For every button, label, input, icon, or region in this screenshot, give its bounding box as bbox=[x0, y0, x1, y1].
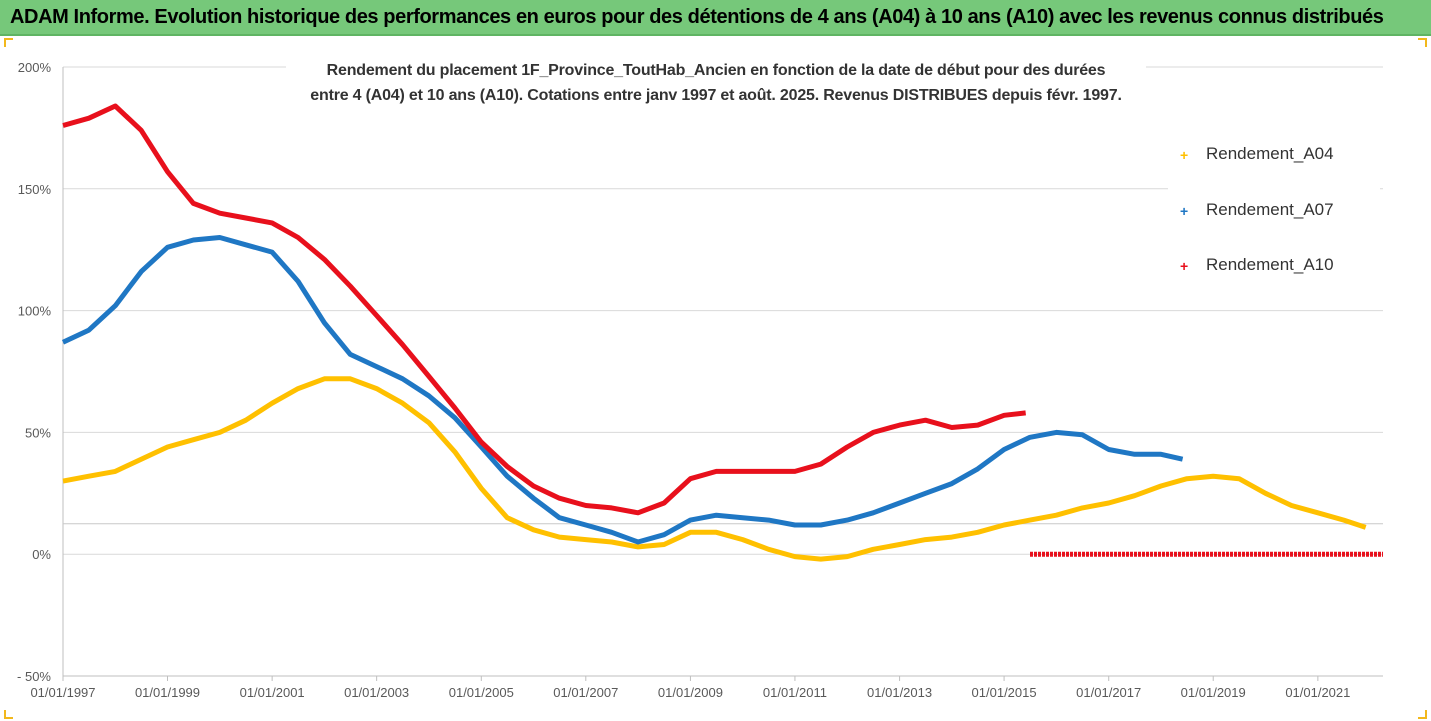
x-tick-label: 01/01/1997 bbox=[30, 685, 95, 700]
x-tick-label: 01/01/2013 bbox=[867, 685, 932, 700]
legend-label-a07: Rendement_A07 bbox=[1206, 200, 1334, 219]
legend-marker-a07: + bbox=[1180, 203, 1189, 219]
y-tick-label: - 50% bbox=[17, 669, 51, 684]
x-tick-label: 01/01/2015 bbox=[972, 685, 1037, 700]
x-tick-label: 01/01/2017 bbox=[1076, 685, 1141, 700]
x-tick-label: 01/01/2009 bbox=[658, 685, 723, 700]
y-tick-label: 200% bbox=[18, 60, 52, 75]
series-line-rendement-a04 bbox=[62, 376, 1367, 562]
corner-mark-bottom-left bbox=[4, 710, 13, 719]
chart-title-line-1: Rendement du placement 1F_Province_ToutH… bbox=[326, 62, 1106, 79]
y-tick-label: 150% bbox=[18, 182, 52, 197]
legend-label-a10: Rendement_A10 bbox=[1206, 255, 1334, 274]
axes bbox=[62, 67, 1383, 681]
series-line-rendement-a07 bbox=[61, 235, 1184, 545]
chart-title-line-2: entre 4 (A04) et 10 ans (A10). Cotations… bbox=[310, 87, 1122, 104]
legend-label-a04: Rendement_A04 bbox=[1206, 144, 1334, 163]
x-tick-label: 01/01/2003 bbox=[344, 685, 409, 700]
series-lines bbox=[61, 103, 1383, 562]
y-tick-label: 50% bbox=[25, 425, 51, 440]
x-tick-label: 01/01/2001 bbox=[240, 685, 305, 700]
report-title: ADAM Informe. Evolution historique des p… bbox=[10, 6, 1384, 28]
corner-mark-top-left bbox=[4, 38, 13, 47]
x-tick-labels: 01/01/1997 01/01/1999 01/01/2001 01/01/2003… bbox=[30, 685, 1350, 700]
legend-marker-a04: + bbox=[1180, 147, 1189, 163]
x-tick-label: 01/01/2005 bbox=[449, 685, 514, 700]
chart-title: Rendement du placement 1F_Province_ToutH… bbox=[286, 58, 1146, 108]
x-tick-label: 01/01/2021 bbox=[1285, 685, 1350, 700]
report-banner: ADAM Informe. Evolution historique des p… bbox=[0, 0, 1431, 36]
x-tick-label: 01/01/2011 bbox=[763, 685, 827, 700]
x-tick-label: 01/01/1999 bbox=[135, 685, 200, 700]
chart-legend: + Rendement_A04 + Rendement_A07 + Rendem… bbox=[1168, 142, 1380, 282]
y-tick-label: 100% bbox=[18, 304, 52, 319]
corner-mark-top-right bbox=[1418, 38, 1427, 47]
y-tick-labels: - 50% 0% 50% 100% 150% 200% bbox=[17, 60, 51, 684]
y-tick-label: 0% bbox=[32, 547, 51, 562]
legend-marker-a10: + bbox=[1180, 258, 1189, 274]
x-tick-label: 01/01/2019 bbox=[1181, 685, 1246, 700]
x-tick-label: 01/01/2007 bbox=[553, 685, 618, 700]
corner-mark-bottom-right bbox=[1418, 710, 1427, 719]
series-line-rendement-a10 bbox=[62, 103, 1026, 516]
